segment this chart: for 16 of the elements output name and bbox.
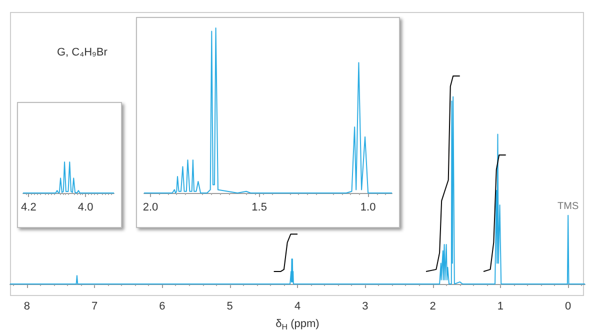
x-tick-label: 2.0 <box>142 202 158 214</box>
x-tick-label: 8 <box>24 300 30 312</box>
x-tick-label: 2 <box>430 300 436 312</box>
x-tick-label: 5 <box>226 300 233 312</box>
x-tick-label: 1.0 <box>360 202 376 214</box>
x-tick-label: 7 <box>91 300 98 312</box>
x-tick-label: 4 <box>294 300 301 312</box>
x-tick-label: 1 <box>497 300 504 312</box>
x-tick-label: 1.5 <box>252 202 267 214</box>
annotation: TMS <box>558 200 579 212</box>
x-tick-label: 6 <box>159 300 166 312</box>
x-tick-label: 4.0 <box>78 202 94 214</box>
x-tick-label: 4.2 <box>21 202 36 214</box>
x-tick-label: 3 <box>362 300 368 312</box>
x-tick-label: 0 <box>565 300 572 312</box>
chart-title: G, C₄H₉Br <box>57 46 108 58</box>
